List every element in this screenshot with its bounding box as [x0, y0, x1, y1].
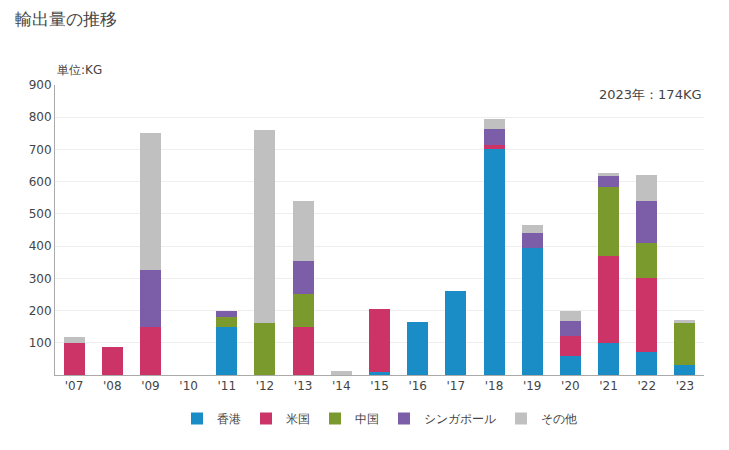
svg-text:シンガポール: シンガポール: [424, 412, 496, 426]
svg-text:'12: '12: [256, 379, 275, 393]
svg-text:'13: '13: [294, 379, 313, 393]
svg-text:単位:KG: 単位:KG: [57, 63, 102, 77]
svg-text:2023年：174KG: 2023年：174KG: [599, 87, 702, 102]
svg-text:'18: '18: [485, 379, 504, 393]
svg-text:'14: '14: [332, 379, 351, 393]
svg-text:800: 800: [29, 110, 52, 124]
svg-text:100: 100: [29, 336, 52, 350]
svg-text:'16: '16: [408, 379, 427, 393]
svg-text:香港: 香港: [217, 412, 241, 426]
svg-text:'10: '10: [179, 379, 198, 393]
svg-text:'22: '22: [637, 379, 656, 393]
svg-text:300: 300: [29, 272, 52, 286]
svg-text:200: 200: [29, 304, 52, 318]
svg-text:'11: '11: [218, 379, 237, 393]
svg-text:600: 600: [29, 175, 52, 189]
svg-text:'20: '20: [561, 379, 580, 393]
svg-text:輸出量の推移: 輸出量の推移: [15, 9, 117, 29]
svg-text:'09: '09: [141, 379, 160, 393]
svg-text:'08: '08: [103, 379, 122, 393]
svg-text:中国: 中国: [355, 412, 379, 426]
svg-text:500: 500: [29, 207, 52, 221]
svg-text:'17: '17: [447, 379, 466, 393]
svg-text:700: 700: [29, 143, 52, 157]
svg-text:'19: '19: [523, 379, 542, 393]
svg-text:'23: '23: [676, 379, 695, 393]
svg-text:400: 400: [29, 239, 52, 253]
svg-text:その他: その他: [541, 412, 577, 426]
svg-text:'07: '07: [65, 379, 84, 393]
svg-text:米国: 米国: [286, 412, 310, 426]
svg-text:'21: '21: [599, 379, 618, 393]
svg-text:'15: '15: [370, 379, 389, 393]
svg-text:900: 900: [29, 78, 52, 92]
